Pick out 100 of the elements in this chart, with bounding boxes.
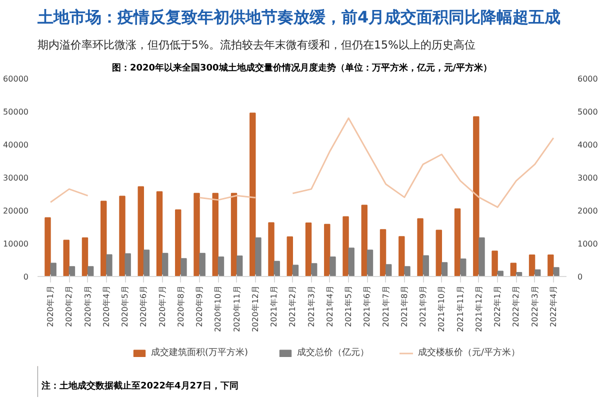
x-tick-label: 2020年12月 (250, 285, 260, 332)
legend-label: 成交建筑面积(万平方米) (151, 346, 248, 359)
x-tick-label: 2021年5月 (344, 285, 354, 327)
bar (236, 256, 243, 276)
bar (274, 260, 280, 276)
x-tick-label: 2020年1月 (46, 285, 56, 327)
x-tick-label: 2020年10月 (214, 285, 223, 332)
y-tick-label: 30000 (3, 174, 29, 182)
bar (106, 254, 112, 276)
y2-tick-label: 1000 (578, 240, 598, 248)
y-tick-label: 60000 (3, 74, 29, 84)
bar (380, 229, 386, 276)
y-tick-label: 50000 (3, 108, 29, 116)
y-tick-label: 10000 (3, 240, 29, 248)
bar (156, 191, 163, 276)
x-tick-label: 2021年9月 (418, 285, 428, 327)
y-tick-label: 0 (23, 272, 29, 282)
bar (268, 222, 274, 276)
x-tick-label: 2020年8月 (176, 285, 186, 327)
bar (454, 208, 461, 276)
x-tick-label: 2021年2月 (288, 285, 298, 327)
x-tick-label: 2020年3月 (83, 285, 92, 327)
bar (68, 266, 76, 276)
bar (44, 217, 51, 276)
bar (286, 236, 293, 276)
x-tick-label: 2020年7月 (158, 285, 167, 327)
bar (497, 270, 504, 276)
y2-tick-label: 0 (578, 272, 583, 282)
bar (548, 254, 554, 276)
chart-subtitle: 期内溢价率环比微涨，但仍低于5%。流拍较去年末微有缓和，但仍在15%以上的历史高位 (38, 38, 476, 52)
x-tick-label: 2020年6月 (139, 285, 148, 327)
x-tick-label: 2021年1月 (270, 285, 279, 327)
bar (230, 192, 238, 276)
bar (138, 186, 144, 276)
bar (398, 236, 405, 276)
bar (441, 262, 448, 276)
bar (255, 237, 262, 276)
bar (348, 248, 354, 276)
bar (528, 254, 536, 276)
y-tick-label: 40000 (3, 140, 29, 150)
bar (553, 267, 560, 276)
bar (324, 224, 330, 276)
x-tick-label: 2022年3月 (530, 285, 540, 327)
bar (478, 237, 485, 276)
bar (63, 240, 70, 276)
bar (473, 116, 480, 276)
bar (311, 263, 318, 276)
x-tick-label: 2021年12月 (474, 285, 484, 332)
x-tick-label: 2021年10月 (437, 285, 446, 332)
text: 图：2020年以来全国300城土地成交量价情况月度走势（单位：万平方米，亿元，元/平方米） (112, 62, 492, 74)
chart-title: 土地市场：疫情反复致年初供地节奏放缓，前4月成交面积同比降幅超五成 (36, 8, 561, 26)
bar (292, 264, 299, 276)
x-tick-label: 2022年1月 (493, 285, 502, 327)
bar (82, 237, 88, 276)
legend-label: 成交总价（亿元） (297, 346, 370, 359)
bar (143, 250, 150, 276)
x-tick-label: 2021年3月 (306, 285, 316, 327)
bar (250, 112, 256, 276)
bar (361, 204, 368, 276)
x-tick-label: 2020年4月 (102, 285, 111, 327)
bar (404, 266, 410, 276)
bar (180, 258, 187, 276)
y2-tick-label: 3000 (578, 174, 598, 182)
y2-tick-label: 6000 (578, 74, 598, 84)
x-tick-label: 2022年2月 (512, 285, 521, 327)
bar (305, 222, 312, 276)
legend-label: 成交楼板价（元/平方米） (418, 346, 520, 359)
x-tick-label: 2022年4月 (548, 285, 558, 327)
bar (422, 255, 429, 276)
bar (212, 192, 218, 276)
bar (87, 266, 94, 276)
x-tick-label: 2021年6月 (362, 285, 372, 327)
bar (100, 200, 107, 276)
x-tick-label: 2020年5月 (120, 285, 130, 327)
x-tick-label: 2020年9月 (195, 285, 204, 327)
x-tick-label: 2020年11月 (232, 285, 242, 332)
bar (162, 252, 168, 276)
bar (366, 250, 374, 276)
y-tick-label: 20000 (3, 206, 29, 216)
text: 注：土地成交数据截止至2022年4月27日，下同 (40, 380, 238, 392)
bar (119, 196, 126, 276)
bar (194, 192, 200, 276)
bar (417, 218, 424, 276)
bar (386, 264, 392, 276)
bar (510, 262, 517, 276)
bar (436, 230, 442, 276)
bar (218, 256, 224, 276)
y2-tick-label: 2000 (578, 206, 598, 216)
x-tick-label: 2021年11月 (456, 285, 465, 332)
bar (199, 252, 206, 276)
bar (460, 258, 466, 276)
bar (342, 216, 349, 276)
x-tick-label: 2021年8月 (400, 285, 409, 327)
x-tick-label: 2021年7月 (381, 285, 390, 327)
y2-tick-label: 4000 (578, 140, 598, 150)
bar (50, 262, 56, 276)
bar (175, 209, 182, 276)
bar (492, 250, 498, 276)
x-tick-label: 2020年2月 (64, 285, 74, 327)
bar (124, 253, 131, 276)
